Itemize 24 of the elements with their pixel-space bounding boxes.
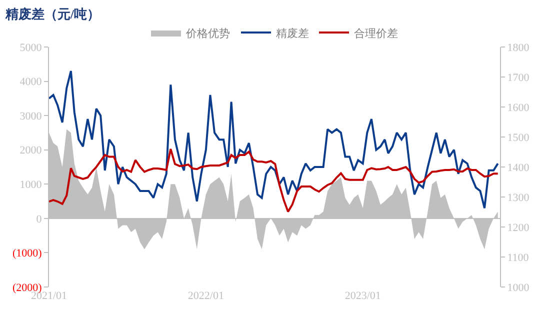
x-tick-label: 2022/01: [188, 290, 224, 302]
y-tick-label: 5000: [20, 42, 42, 54]
y2-tick-label: 1000: [507, 282, 530, 294]
y-tick-label: 0: [36, 213, 42, 226]
y2-tick-label: 1200: [507, 222, 530, 234]
legend-label: 合理价差: [354, 26, 398, 40]
y2-tick-label: 1800: [507, 42, 530, 54]
line-series: [49, 70, 499, 210]
x-tick-label: 2023/01: [344, 290, 381, 302]
y2-tick-label: 1700: [507, 72, 530, 84]
y-tick-label: 2000: [20, 144, 42, 157]
legend-label: 精废差: [276, 26, 309, 40]
line-series: [49, 148, 499, 213]
chart-title: 精废差（元/吨）: [4, 6, 100, 22]
y2-tick-label: 1600: [507, 102, 530, 114]
legend-label: 价格优势: [185, 26, 230, 40]
y2-tick-label: 1100: [507, 252, 530, 264]
y-tick-label: 3000: [20, 110, 42, 122]
y-tick-label: 1000: [20, 178, 42, 191]
y-tick-label: (1000): [12, 248, 42, 260]
y2-tick-label: 1400: [507, 162, 530, 174]
y-tick-label: 4000: [20, 76, 42, 88]
y2-tick-label: 1300: [507, 192, 530, 204]
y2-tick-label: 1500: [507, 132, 530, 144]
